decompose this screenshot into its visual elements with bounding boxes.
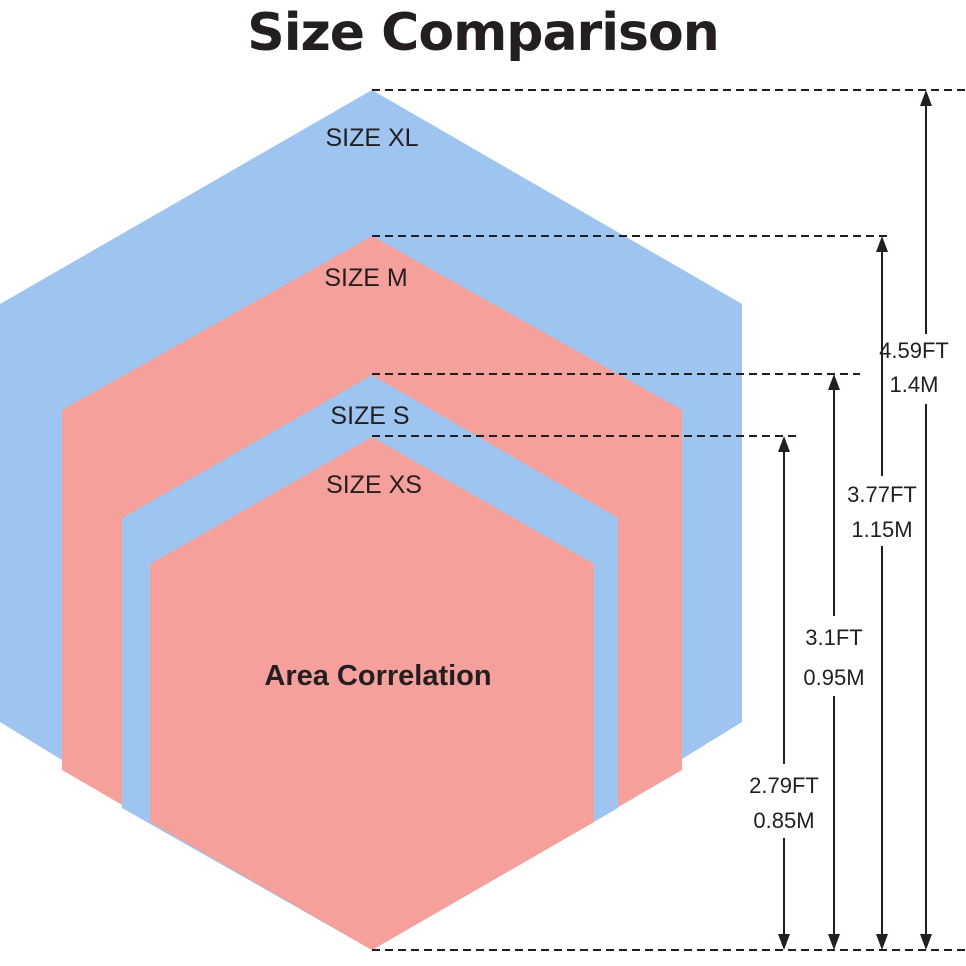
dimension-xl-m: 1.4M [890, 372, 939, 397]
arrow-down-icon [778, 934, 790, 950]
dimension-xs-ft: 2.79FT [749, 773, 819, 798]
arrow-down-icon [920, 934, 932, 950]
dimension-xl: 4.59FT 1.4M [879, 90, 949, 950]
dimension-m-m: 1.15M [851, 517, 912, 542]
hexagon-size-xs [150, 437, 594, 950]
area-correlation-label: Area Correlation [264, 660, 491, 692]
size-s-label: SIZE S [330, 402, 409, 430]
dimension-s-ft: 3.1FT [805, 625, 862, 650]
dimension-xl-ft: 4.59FT [879, 338, 949, 363]
dimension-m-ft: 3.77FT [847, 482, 917, 507]
dimension-xs: 2.79FT 0.85M [749, 436, 819, 950]
dimension-s-m: 0.95M [803, 665, 864, 690]
arrow-up-icon [828, 374, 840, 390]
dimension-xs-m: 0.85M [753, 808, 814, 833]
arrow-up-icon [778, 436, 790, 452]
page-title: Size Comparison [247, 3, 719, 63]
arrow-down-icon [876, 934, 888, 950]
size-m-label: SIZE M [324, 264, 407, 292]
size-xs-label: SIZE XS [326, 471, 422, 499]
arrow-up-icon [920, 90, 932, 106]
size-xl-label: SIZE XL [325, 124, 418, 152]
arrow-up-icon [876, 236, 888, 252]
dimension-s: 3.1FT 0.95M [803, 374, 865, 950]
dimension-m: 3.77FT 1.15M [847, 236, 917, 950]
arrow-down-icon [828, 934, 840, 950]
